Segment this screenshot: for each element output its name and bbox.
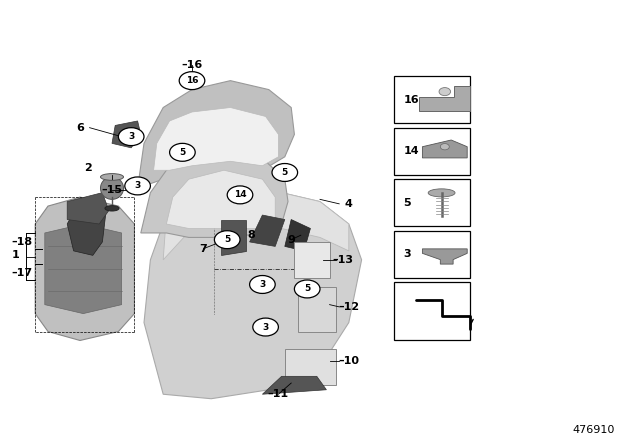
Text: 16: 16	[186, 76, 198, 85]
Text: 3: 3	[262, 323, 269, 332]
Text: –11: –11	[268, 389, 289, 399]
Text: –18: –18	[12, 237, 33, 247]
Text: 4: 4	[345, 199, 353, 209]
Polygon shape	[262, 376, 326, 394]
Text: –10: –10	[339, 356, 359, 366]
Text: 7: 7	[200, 244, 207, 254]
Ellipse shape	[439, 88, 451, 96]
Ellipse shape	[428, 189, 455, 197]
Text: 14: 14	[234, 190, 246, 199]
Polygon shape	[285, 220, 310, 251]
FancyBboxPatch shape	[394, 76, 470, 123]
Text: 5: 5	[179, 148, 186, 157]
Polygon shape	[141, 152, 288, 237]
Polygon shape	[166, 170, 275, 228]
Text: 5: 5	[304, 284, 310, 293]
Text: 3: 3	[259, 280, 266, 289]
Polygon shape	[285, 349, 336, 385]
Polygon shape	[419, 86, 470, 111]
Circle shape	[179, 72, 205, 90]
Text: 6: 6	[76, 123, 84, 133]
Polygon shape	[144, 188, 362, 399]
Text: –15: –15	[102, 185, 122, 195]
Text: 14: 14	[403, 146, 419, 156]
Text: –13: –13	[332, 255, 353, 265]
Text: 1: 1	[12, 250, 19, 260]
Text: 5: 5	[224, 235, 230, 244]
FancyBboxPatch shape	[394, 231, 470, 278]
Text: 5: 5	[403, 198, 411, 208]
Text: 3: 3	[128, 132, 134, 141]
FancyBboxPatch shape	[394, 282, 470, 340]
Polygon shape	[294, 242, 330, 278]
Polygon shape	[163, 188, 349, 260]
Text: 8: 8	[248, 230, 255, 240]
FancyBboxPatch shape	[394, 179, 470, 226]
Polygon shape	[221, 220, 246, 255]
Polygon shape	[67, 193, 109, 224]
Circle shape	[294, 280, 320, 298]
Ellipse shape	[440, 143, 449, 150]
Text: 16: 16	[403, 95, 419, 105]
Circle shape	[253, 318, 278, 336]
Text: 9: 9	[287, 235, 295, 245]
Circle shape	[214, 231, 240, 249]
Circle shape	[118, 128, 144, 146]
Ellipse shape	[100, 177, 124, 199]
Polygon shape	[35, 197, 134, 340]
Text: –17: –17	[12, 268, 33, 278]
Polygon shape	[298, 287, 336, 332]
Ellipse shape	[100, 174, 124, 181]
Polygon shape	[112, 121, 141, 148]
Ellipse shape	[105, 206, 119, 211]
Circle shape	[250, 276, 275, 293]
Text: 5: 5	[282, 168, 288, 177]
Polygon shape	[154, 108, 278, 170]
FancyBboxPatch shape	[394, 128, 470, 175]
Text: –12: –12	[338, 302, 360, 312]
Circle shape	[125, 177, 150, 195]
Circle shape	[227, 186, 253, 204]
Polygon shape	[422, 249, 467, 264]
Polygon shape	[138, 81, 294, 188]
Polygon shape	[250, 215, 285, 246]
Text: 3: 3	[134, 181, 141, 190]
Text: –16: –16	[181, 60, 203, 70]
Polygon shape	[422, 140, 467, 158]
Polygon shape	[67, 202, 106, 255]
Text: 2: 2	[84, 163, 92, 173]
Polygon shape	[45, 224, 122, 314]
Text: 3: 3	[403, 249, 411, 259]
Circle shape	[170, 143, 195, 161]
Circle shape	[272, 164, 298, 181]
Text: 476910: 476910	[572, 425, 614, 435]
